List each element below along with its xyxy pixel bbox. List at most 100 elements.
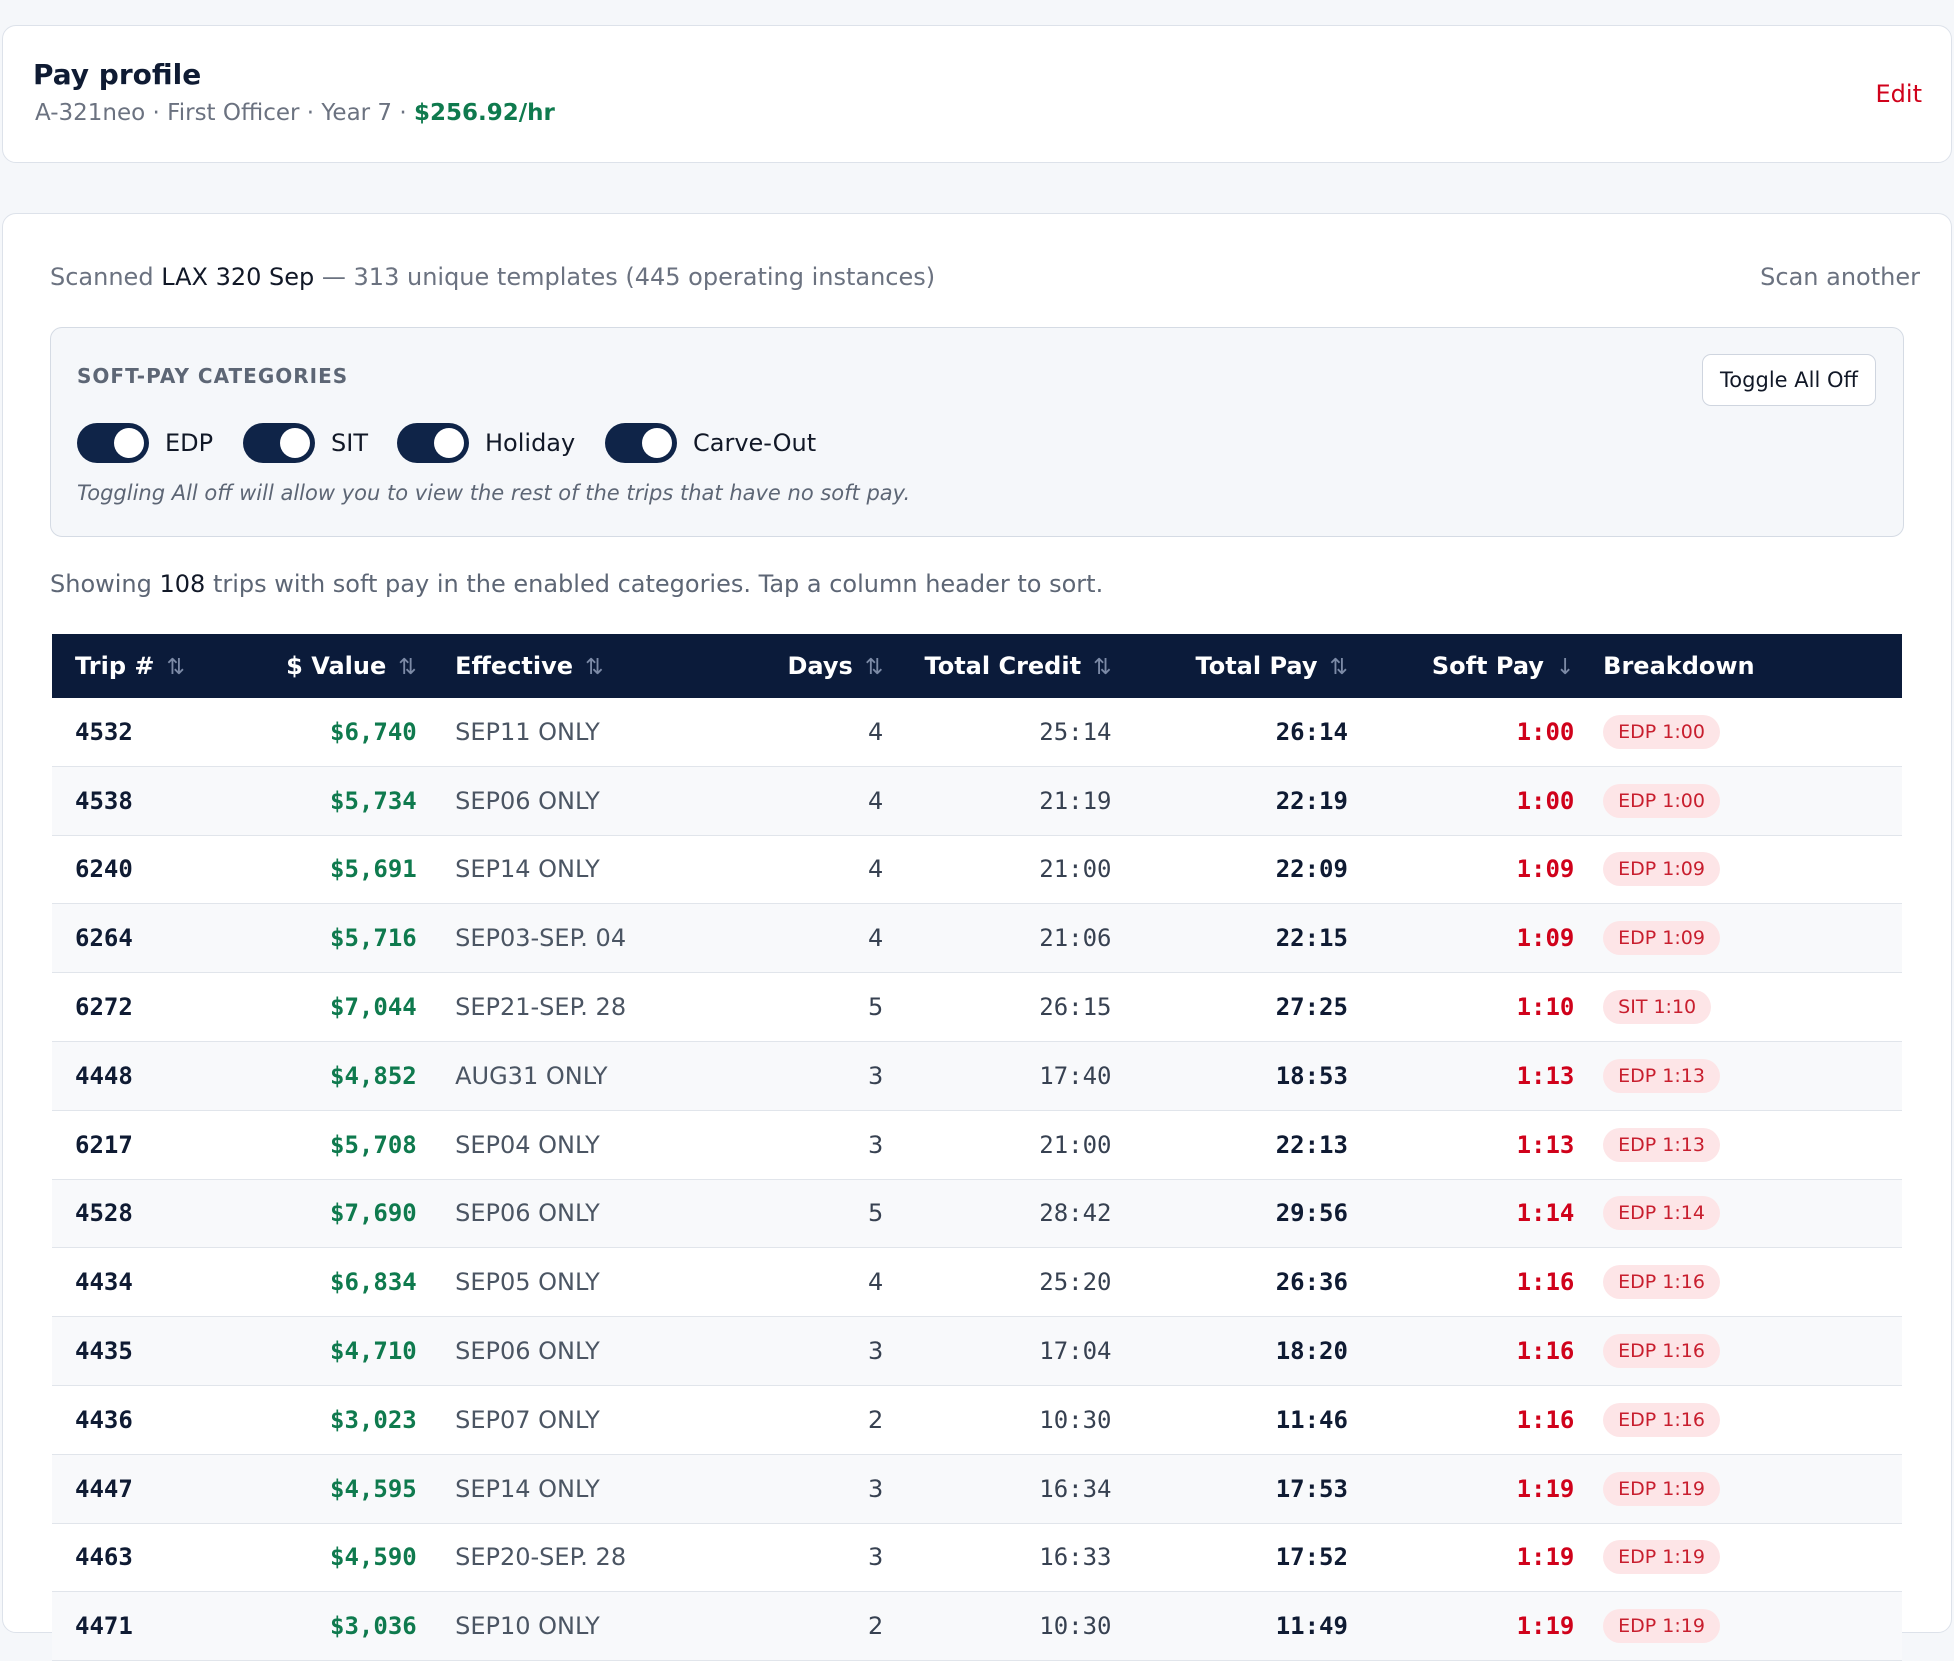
trip-value: $4,595 [200, 1454, 417, 1524]
cell-spacer [52, 1179, 76, 1249]
column-header-soft-pay[interactable]: Soft Pay ↓ [1348, 634, 1575, 698]
column-header-total-pay[interactable]: Total Pay ⇅ [1112, 634, 1348, 698]
trip-number: 4538 [75, 766, 201, 836]
cell-spacer [1574, 1316, 1604, 1386]
edit-profile-link[interactable]: Edit [1875, 80, 1922, 108]
trip-soft-pay: 1:10 [1347, 972, 1575, 1042]
trip-value: $4,710 [200, 1316, 417, 1386]
trip-days: 5 [673, 1179, 884, 1249]
separator: · [392, 100, 414, 126]
edp-switch[interactable] [77, 423, 149, 463]
table-row[interactable]: 4436 $3,023 SEP07 ONLY 2 10:30 11:46 1:1… [52, 1385, 1902, 1455]
cell-spacer [1574, 1454, 1604, 1524]
trip-value: $6,834 [200, 1247, 417, 1318]
trip-total-pay: 17:52 [1111, 1523, 1348, 1593]
cell-spacer [52, 1110, 76, 1180]
trip-total-credit: 21:00 [883, 1110, 1112, 1180]
column-label: Days [787, 652, 853, 680]
trip-soft-pay: 1:13 [1347, 1041, 1575, 1111]
scan-summary: Scanned LAX 320 Sep — 313 unique templat… [50, 263, 935, 291]
switch-knob [642, 428, 672, 458]
trip-effective: SEP04 ONLY [455, 1110, 674, 1180]
cell-spacer [416, 1247, 456, 1318]
sort-desc-icon: ↓ [1555, 655, 1575, 680]
toggle-carve-out[interactable]: Carve-Out [605, 423, 816, 463]
breakdown-badge: EDP 1:00 [1603, 783, 1720, 818]
toggle-label-holiday: Holiday [485, 429, 576, 457]
toggle-edp[interactable]: EDP [77, 423, 213, 463]
trip-number: 6240 [75, 835, 201, 905]
trip-days: 4 [673, 766, 884, 836]
trip-total-pay: 29:56 [1111, 1179, 1348, 1249]
holiday-switch[interactable] [397, 423, 469, 463]
trip-number: 4434 [75, 1247, 201, 1318]
trip-number: 4447 [75, 1454, 201, 1524]
trip-soft-pay: 1:16 [1347, 1385, 1575, 1455]
table-row[interactable]: 4532 $6,740 SEP11 ONLY 4 25:14 26:14 1:0… [52, 698, 1902, 767]
trip-effective: SEP14 ONLY [455, 1454, 674, 1524]
column-header-effective[interactable]: Effective ⇅ [455, 634, 673, 698]
trip-total-credit: 16:33 [883, 1523, 1112, 1593]
cell-spacer [52, 698, 76, 767]
breakdown-badge: EDP 1:16 [1603, 1402, 1720, 1437]
column-header-trip[interactable]: Trip # ⇅ [75, 634, 200, 698]
table-row[interactable]: 4528 $7,690 SEP06 ONLY 5 28:42 29:56 1:1… [52, 1179, 1902, 1249]
trip-soft-pay: 1:16 [1347, 1316, 1575, 1386]
cell-spacer [416, 1041, 456, 1111]
trip-days: 3 [673, 1523, 884, 1593]
trip-total-credit: 10:30 [883, 1591, 1112, 1661]
cell-spacer [416, 1523, 456, 1593]
column-header-value[interactable]: $ Value ⇅ [200, 634, 417, 698]
trip-number: 4532 [75, 698, 201, 767]
trip-total-pay: 11:49 [1111, 1591, 1348, 1661]
breakdown-badge: EDP 1:00 [1603, 714, 1720, 749]
cell-spacer [1574, 698, 1604, 767]
column-label: Effective [455, 652, 574, 680]
trip-total-credit: 21:00 [883, 835, 1112, 905]
cell-spacer [52, 766, 76, 836]
trip-total-pay: 26:14 [1111, 698, 1348, 767]
column-header-days[interactable]: Days ⇅ [673, 634, 884, 698]
sit-switch[interactable] [243, 423, 315, 463]
scan-another-link[interactable]: Scan another [1760, 263, 1920, 291]
cell-spacer [416, 1179, 456, 1249]
table-row[interactable]: 4448 $4,852 AUG31 ONLY 3 17:40 18:53 1:1… [52, 1041, 1902, 1111]
table-row[interactable]: 6240 $5,691 SEP14 ONLY 4 21:00 22:09 1:0… [52, 835, 1902, 905]
column-label: Total Pay [1195, 652, 1318, 680]
trip-effective: SEP14 ONLY [455, 835, 674, 905]
trip-value: $7,044 [200, 972, 417, 1042]
table-row[interactable]: 6264 $5,716 SEP03-SEP. 04 4 21:06 22:15 … [52, 903, 1902, 974]
column-header-total-credit[interactable]: Total Credit ⇅ [883, 634, 1112, 698]
carve-out-switch[interactable] [605, 423, 677, 463]
trip-total-credit: 17:40 [883, 1041, 1112, 1111]
table-row[interactable]: 4434 $6,834 SEP05 ONLY 4 25:20 26:36 1:1… [52, 1247, 1902, 1318]
table-row[interactable]: 4435 $4,710 SEP06 ONLY 3 17:04 18:20 1:1… [52, 1316, 1902, 1386]
cell-spacer [1574, 835, 1604, 905]
trip-number: 4436 [75, 1385, 201, 1455]
trip-total-pay: 22:09 [1111, 835, 1348, 905]
trip-total-credit: 21:06 [883, 903, 1112, 974]
breakdown-badge: EDP 1:14 [1603, 1196, 1720, 1231]
trip-number: 4448 [75, 1041, 201, 1111]
toggle-all-off-button[interactable]: Toggle All Off [1702, 354, 1876, 406]
toggle-sit[interactable]: SIT [243, 423, 368, 463]
trip-value: $5,716 [200, 903, 417, 974]
toggle-holiday[interactable]: Holiday [397, 423, 575, 463]
pay-profile-card [2, 25, 1952, 163]
hourly-rate: $256.92/hr [414, 100, 555, 126]
breakdown-badge: EDP 1:13 [1603, 1127, 1720, 1162]
trip-breakdown: EDP 1:13 [1603, 1110, 1902, 1180]
trip-soft-pay: 1:13 [1347, 1110, 1575, 1180]
trip-value: $6,740 [200, 698, 417, 767]
table-row[interactable]: 4538 $5,734 SEP06 ONLY 4 21:19 22:19 1:0… [52, 766, 1902, 836]
trip-total-pay: 17:53 [1111, 1454, 1348, 1524]
trip-days: 2 [673, 1591, 884, 1661]
table-row[interactable]: 4447 $4,595 SEP14 ONLY 3 16:34 17:53 1:1… [52, 1454, 1902, 1524]
trip-soft-pay: 1:14 [1347, 1179, 1575, 1249]
table-row[interactable]: 4471 $3,036 SEP10 ONLY 2 10:30 11:49 1:1… [52, 1591, 1902, 1661]
table-row[interactable]: 6217 $5,708 SEP04 ONLY 3 21:00 22:13 1:1… [52, 1110, 1902, 1180]
cell-spacer [416, 766, 456, 836]
table-row[interactable]: 4463 $4,590 SEP20-SEP. 28 3 16:33 17:52 … [52, 1523, 1902, 1593]
table-row[interactable]: 6272 $7,044 SEP21-SEP. 28 5 26:15 27:25 … [52, 972, 1902, 1042]
trip-effective: SEP10 ONLY [455, 1591, 674, 1661]
